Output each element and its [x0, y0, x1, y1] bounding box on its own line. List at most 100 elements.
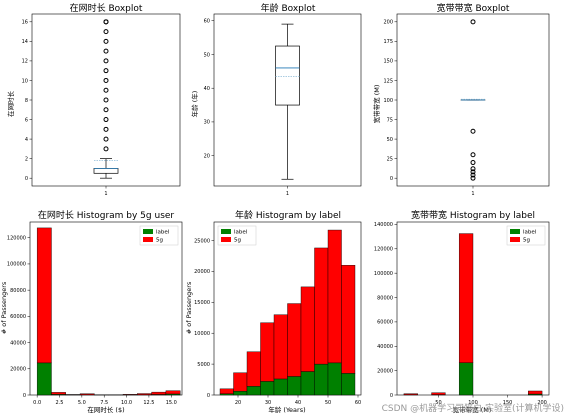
legend-label: 5g	[234, 238, 241, 244]
legend-swatch	[510, 237, 520, 242]
y-tick-label: 5000	[197, 362, 210, 368]
panel-bandwidth-histogram: 宽带带宽 Histogram by label 宽带带宽 (M) 0 20000 4…	[374, 209, 550, 414]
bar-5g-series	[403, 393, 418, 395]
legend-label: label	[156, 230, 170, 236]
bar-5g-series	[260, 322, 275, 382]
legend-swatch	[221, 229, 231, 234]
y-tick-label: 10000	[194, 331, 210, 337]
y-tick-label: 0	[207, 393, 210, 399]
x-tick-label: 150	[503, 400, 513, 406]
outlier-point	[103, 87, 109, 93]
bar-label-series	[341, 373, 356, 396]
y-axis-label: 宽带带宽 (M)	[372, 85, 381, 124]
bar-label-series	[246, 386, 261, 396]
x-tick-label: 50	[435, 400, 441, 406]
y-axis-label: 年龄 (年)	[190, 91, 199, 118]
x-tick-label: 1	[286, 191, 289, 197]
panel-title: 在网时长 Boxplot	[70, 2, 143, 14]
x-axis-label: 在网时长 ($)	[87, 405, 124, 414]
x-tick-label: 1	[471, 191, 474, 197]
bar-5g-series	[79, 393, 95, 395]
y-tick-label: 40	[204, 86, 210, 92]
watermark: CSDN @机器学习司猫白 实验室(计算机学设)	[381, 404, 564, 414]
y-tick-label: 60000	[377, 320, 393, 326]
bar-5g-series	[233, 372, 248, 392]
y-tick-label: 60000	[10, 314, 26, 320]
y-tick-label: 16	[22, 20, 28, 26]
x-tick-label: 7.5	[100, 400, 108, 406]
y-axis-label: # of Passengers	[185, 281, 193, 334]
outlier-point	[470, 152, 476, 158]
outlier-point	[103, 38, 109, 44]
y-tick-label: 40000	[10, 340, 26, 346]
x-tick-label: 200	[537, 400, 547, 406]
y-tick-label: 6	[25, 117, 28, 123]
y-tick-label: 2	[25, 156, 28, 162]
x-tick-label: 10.0	[121, 400, 132, 406]
bar-label-series	[314, 363, 329, 396]
y-tick-label: 0	[25, 176, 28, 182]
y-tick-label: 100	[383, 98, 393, 104]
bar-5g-series	[341, 265, 356, 374]
y-tick-label: 30	[204, 120, 210, 126]
x-axis-label: 年龄 (Years)	[268, 405, 305, 414]
legend-label: label	[234, 230, 248, 236]
bar-5g-series	[528, 390, 543, 395]
y-tick-label: 75	[387, 117, 393, 123]
box-iqr	[275, 45, 300, 106]
outlier-point	[470, 172, 476, 178]
outlier-point	[470, 128, 476, 134]
outlier-point	[103, 68, 109, 74]
y-tick-label: 25000	[194, 238, 210, 244]
y-tick-label: 175	[383, 39, 393, 45]
y-tick-label: 8	[25, 98, 28, 104]
plot-frame	[29, 221, 183, 396]
bar-label-series	[287, 376, 302, 396]
y-tick-label: 125	[383, 78, 393, 84]
y-tick-label: 50	[387, 137, 393, 143]
bar-5g-series	[165, 390, 181, 395]
y-tick-label: 25	[387, 156, 393, 162]
x-tick-label: 5.0	[78, 400, 86, 406]
legend-swatch	[510, 229, 520, 234]
outlier-point	[103, 77, 109, 83]
legend-label: label	[523, 230, 537, 236]
y-tick-label: 0	[23, 393, 26, 399]
x-tick-label: 0.0	[33, 400, 41, 406]
x-tick-label: 100	[468, 400, 478, 406]
outlier-point	[103, 19, 109, 25]
y-tick-label: 120000	[374, 247, 393, 253]
x-tick-label: 1	[104, 191, 107, 197]
bar-5g-series	[137, 393, 152, 395]
outlier-point	[470, 19, 476, 25]
y-tick-label: 12	[22, 59, 28, 65]
y-tick-label: 15000	[194, 300, 210, 306]
bar-5g-series	[287, 303, 302, 377]
outlier-point	[470, 169, 476, 175]
outlier-point	[470, 166, 476, 172]
outlier-point	[103, 58, 109, 64]
y-tick-label: 120000	[7, 236, 26, 242]
panel-title: 年龄 Histogram by label	[235, 209, 341, 221]
legend-swatch	[143, 237, 153, 242]
y-axis-label: 在网时长	[6, 91, 15, 118]
bar-label-series	[458, 362, 474, 396]
y-tick-label: 10	[22, 78, 28, 84]
legend-label: 5g	[156, 238, 163, 244]
panel-title: 宽带带宽 Histogram by label	[411, 209, 535, 221]
panel-title: 在网时长 Histogram by 5g user	[38, 209, 175, 221]
bar-5g-series	[219, 388, 234, 394]
outlier-point	[103, 117, 109, 123]
outlier-point	[103, 136, 109, 142]
panel-title: 年龄 Boxplot	[261, 2, 316, 14]
panel-bandwidth-boxplot: 宽带带宽 Boxplot 宽带带宽 (M) 0 25 50 75 100 125 150 17…	[372, 2, 550, 197]
panel-online-duration-histogram: 在网时长 Histogram by 5g user 在网时长 ($) # of …	[0, 209, 183, 414]
y-tick-label: 80000	[377, 295, 393, 301]
bar-5g-series	[300, 286, 315, 372]
panel-online-duration-boxplot: 在网时长 Boxplot 在网时长 0 2 4 6 8 10 12 14 16 1	[6, 2, 181, 197]
x-tick-label: 40	[295, 400, 301, 406]
y-tick-label: 0	[390, 393, 393, 399]
outlier-point	[103, 97, 109, 103]
bar-label-series	[260, 381, 275, 396]
